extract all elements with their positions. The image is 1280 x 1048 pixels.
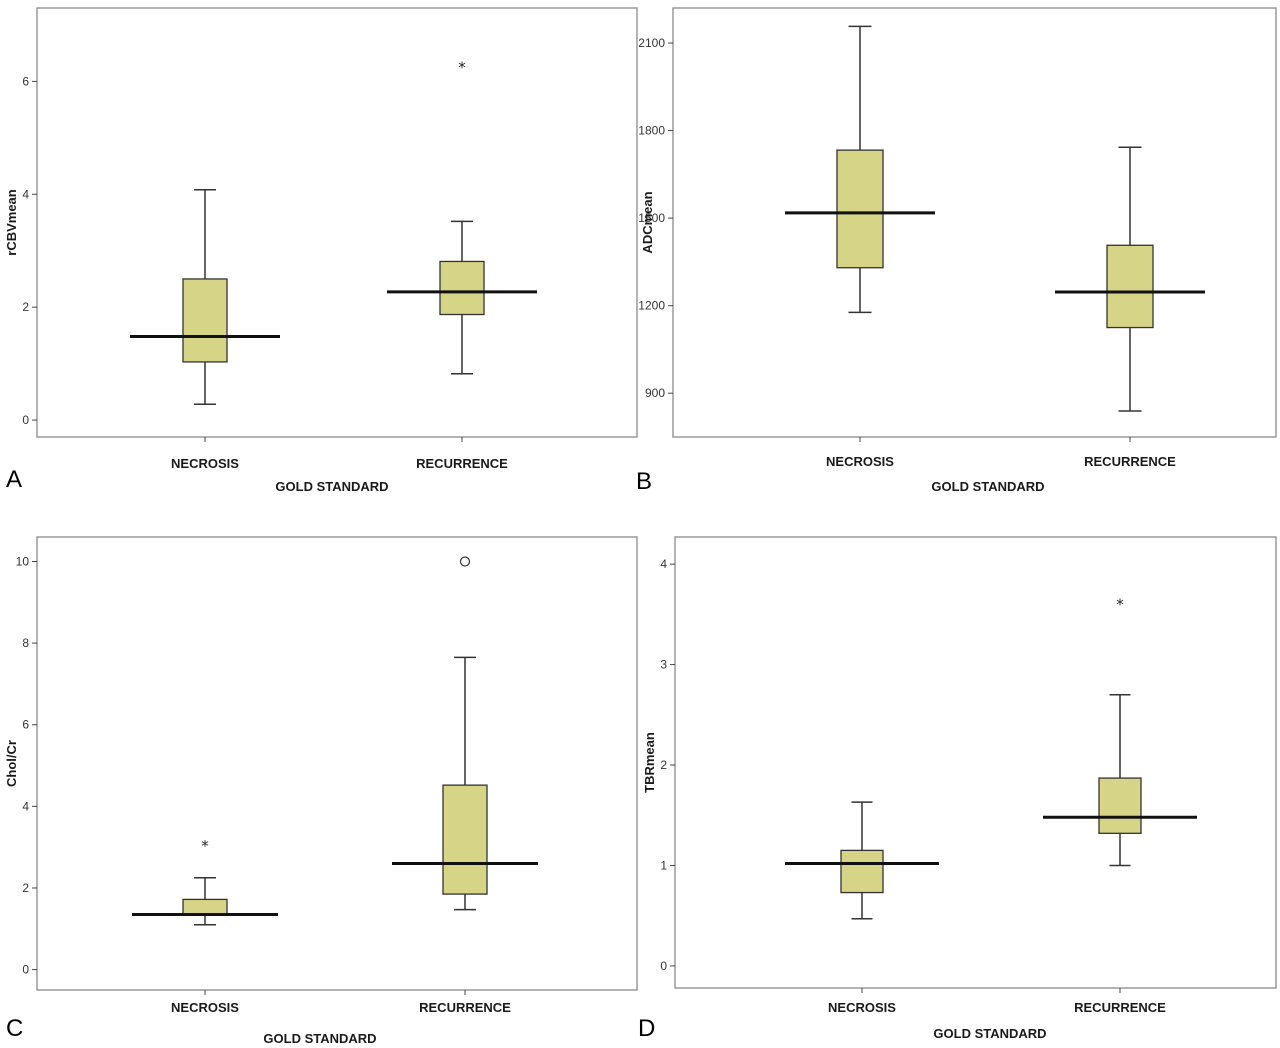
y-tick-label: 1500 (638, 211, 665, 225)
x-axis-title: GOLD STANDARD (931, 479, 1044, 494)
x-category-label: NECROSIS (171, 1000, 239, 1015)
y-tick-label: 900 (645, 386, 665, 400)
y-axis-title: Chol/Cr (4, 740, 19, 787)
x-category-label: RECURRENCE (419, 1000, 511, 1015)
chart-panel-b: 900 1200 1500 1800 2100 NECROSIS RECURRENCE GOL… (636, 7, 1277, 495)
y-axis-title: rCBVmean (4, 189, 19, 256)
x-axis-title: GOLD STANDARD (933, 1026, 1046, 1041)
plot-frame (674, 536, 1277, 989)
x-category-label: RECURRENCE (1084, 454, 1176, 469)
y-tick-label: 2 (22, 300, 29, 314)
iqr-box (439, 260, 485, 316)
panel-letter: D (638, 1015, 655, 1042)
y-tick-label: 4 (22, 799, 29, 813)
y-tick-label: 8 (22, 636, 29, 650)
y-tick-label: 3 (660, 658, 667, 672)
plot-frame (672, 7, 1277, 438)
outlier-star: * (201, 837, 209, 855)
y-axis-title: ADCmean (640, 191, 655, 253)
chart-panel-c: 0 2 4 6 8 10 NECROSIS RECURRENCE GOLD STANDARD Ch… (4, 536, 638, 1046)
y-tick-label: 1200 (638, 299, 665, 313)
panel-letter: B (636, 468, 652, 495)
x-category-label: NECROSIS (826, 454, 894, 469)
x-category-label: NECROSIS (171, 456, 239, 471)
x-category-label: NECROSIS (828, 1000, 896, 1015)
iqr-box (840, 849, 884, 894)
y-tick-label: 1800 (638, 124, 665, 138)
iqr-box (182, 898, 228, 916)
y-tick-label: 4 (22, 187, 29, 201)
x-category-label: RECURRENCE (416, 456, 508, 471)
iqr-box (442, 784, 488, 895)
y-tick-label: 0 (22, 963, 29, 977)
panel-letter: A (6, 466, 22, 493)
plot-frame (36, 7, 638, 438)
outlier-circle (459, 556, 471, 567)
outlier-star: * (458, 58, 466, 76)
y-tick-label: 1 (660, 858, 667, 872)
chart-panel-d: 0 1 2 3 4 NECROSIS RECURRENCE GOLD STANDARD TBRm… (638, 536, 1277, 1042)
outlier-star: * (1116, 595, 1124, 613)
panel-letter: C (6, 1015, 23, 1042)
x-axis-title: GOLD STANDARD (263, 1031, 376, 1046)
iqr-box (1106, 244, 1154, 329)
x-axis-title: GOLD STANDARD (275, 479, 388, 494)
plot-frame (36, 536, 638, 991)
x-category-label: RECURRENCE (1074, 1000, 1166, 1015)
y-tick-label: 6 (22, 74, 29, 88)
chart-panel-a: 0 2 4 6 NECROSIS RECURRENCE GOLD STANDARD rCBVm… (4, 7, 638, 494)
y-tick-label: 0 (22, 413, 29, 427)
iqr-box (1098, 777, 1142, 834)
y-tick-label: 2100 (638, 36, 665, 50)
y-tick-label: 2 (22, 881, 29, 895)
y-tick-label: 10 (16, 554, 30, 568)
iqr-box (836, 149, 884, 269)
y-tick-label: 6 (22, 718, 29, 732)
iqr-box (182, 278, 228, 363)
y-tick-label: 2 (660, 758, 667, 772)
y-tick-label: 0 (660, 959, 667, 973)
y-axis-title: TBRmean (642, 732, 657, 793)
y-tick-label: 4 (660, 557, 667, 571)
